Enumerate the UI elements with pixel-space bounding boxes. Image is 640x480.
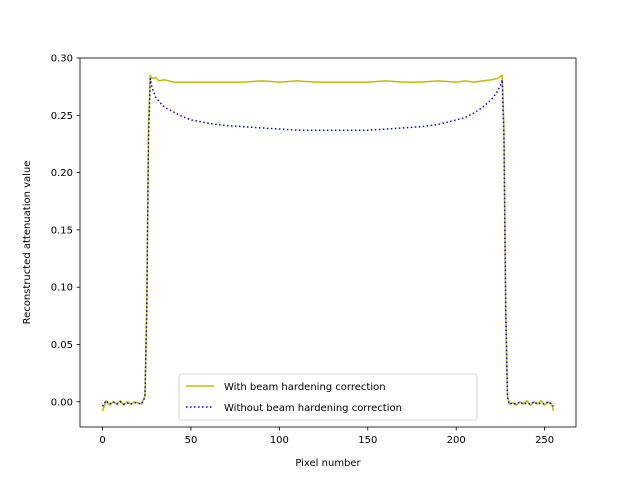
series-layer <box>101 74 555 412</box>
x-axis: 0 50 100 150 200 250 <box>99 427 554 446</box>
x-tick-label: 150 <box>358 435 377 446</box>
legend: With beam hardening correction Without b… <box>178 373 478 421</box>
y-tick-label: 0.00 <box>51 397 73 408</box>
legend-label-without-correction: Without beam hardening correction <box>224 403 402 414</box>
x-tick-label: 0 <box>99 435 105 446</box>
x-axis-label: Pixel number <box>295 458 361 469</box>
y-tick-label: 0.20 <box>51 168 73 179</box>
x-tick-label: 200 <box>447 435 466 446</box>
y-tick-label: 0.30 <box>51 54 73 65</box>
legend-label-with-correction: With beam hardening correction <box>224 382 386 393</box>
plot-frame <box>79 57 577 428</box>
x-tick-label: 50 <box>185 435 198 446</box>
y-tick-label: 0.10 <box>51 283 73 294</box>
series-line-with-correction <box>101 74 555 412</box>
y-tick-label: 0.25 <box>51 111 73 122</box>
y-axis-label: Reconstructed attenuation value <box>22 161 33 325</box>
y-axis: 0.00 0.05 0.10 0.15 0.20 0.25 0.30 <box>51 54 80 408</box>
x-tick-label: 100 <box>270 435 289 446</box>
legend-box <box>178 373 478 421</box>
y-tick-label: 0.05 <box>51 340 73 351</box>
y-tick-label: 0.15 <box>51 225 73 236</box>
x-tick-label: 250 <box>535 435 554 446</box>
plot-background <box>80 58 576 427</box>
